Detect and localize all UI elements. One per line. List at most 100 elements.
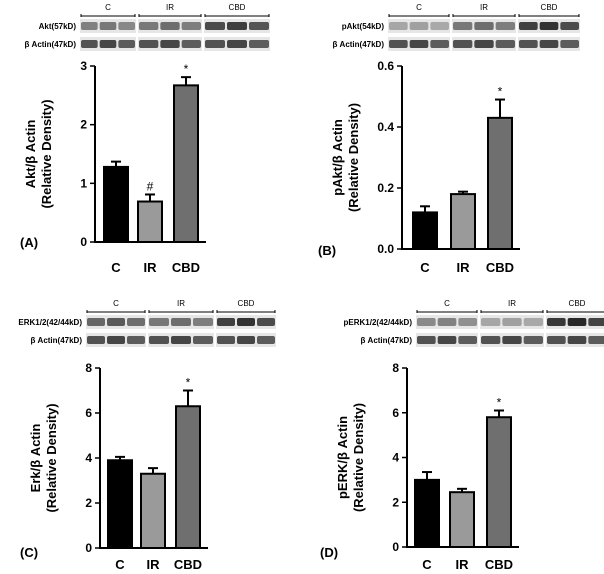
blot-band xyxy=(588,336,604,344)
blot-band xyxy=(417,336,436,344)
bar xyxy=(107,459,133,549)
bar xyxy=(140,472,166,549)
blot-band xyxy=(458,318,477,326)
chart-panel: C IR CBD ERK1/2(42/44kD) β Actin(47kD) 0 2 4 6 8 E… xyxy=(18,299,276,572)
x-tick-label: IR xyxy=(457,260,471,275)
x-tick-label: CBD xyxy=(172,260,200,275)
blot-band xyxy=(217,318,235,326)
blot-image: C IR CBD Akt(57kD) β Actin(47kD) xyxy=(24,3,270,51)
panel-label: (C) xyxy=(20,545,38,560)
blot-group-label: IR xyxy=(508,299,516,308)
blot-band xyxy=(519,40,538,48)
blot-band xyxy=(217,336,235,344)
blot-band xyxy=(171,336,191,344)
bar xyxy=(450,193,476,251)
blot-band xyxy=(193,318,213,326)
blot-group-label: IR xyxy=(166,3,174,12)
blot-band xyxy=(519,22,538,30)
y-axis-label-secondary: (Relative Density) xyxy=(39,99,54,208)
y-tick-label: 2 xyxy=(392,495,399,509)
blot-row-label: β Actin(47kD) xyxy=(30,336,82,345)
blot-band xyxy=(249,40,269,48)
blot-band xyxy=(118,22,135,30)
y-tick-label: 0.2 xyxy=(377,181,394,195)
y-tick-label: 0 xyxy=(85,541,92,555)
blot-row-label: Akt(57kD) xyxy=(39,22,77,31)
blot-band xyxy=(181,40,201,48)
significance-marker: * xyxy=(184,62,189,76)
blot-image: C IR CBD ERK1/2(42/44kD) β Actin(47kD) xyxy=(18,299,276,347)
blot-band xyxy=(430,40,449,48)
y-tick-label: 4 xyxy=(392,451,399,465)
bar xyxy=(103,165,129,243)
blot-band xyxy=(437,318,457,326)
blot-band xyxy=(547,318,566,326)
y-axis-label-secondary: (Relative Density) xyxy=(44,403,59,512)
blot-band xyxy=(227,40,247,48)
blot-band xyxy=(139,22,159,30)
blot-band xyxy=(474,22,494,30)
blot-group-label: IR xyxy=(177,299,185,308)
y-axis-label: pERK/β Actin xyxy=(335,416,350,499)
y-tick-label: 4 xyxy=(85,451,92,465)
blot-band xyxy=(205,22,225,30)
blot-band xyxy=(127,318,145,326)
x-tick-label: IR xyxy=(144,260,158,275)
blot-band xyxy=(458,336,477,344)
blot-band xyxy=(107,336,125,344)
x-tick-label: CBD xyxy=(485,557,513,572)
blot-band xyxy=(523,318,543,326)
blot-band xyxy=(81,40,98,48)
blot-group-label: C xyxy=(105,3,111,12)
blot-band xyxy=(502,318,522,326)
chart-panel: C IR CBD pAkt(54kD) β Actin(47kD) 0.0 0.2 0.4 0.… xyxy=(318,3,580,275)
y-tick-label: 2 xyxy=(85,496,92,510)
x-tick-label: IR xyxy=(456,557,470,572)
blot-band xyxy=(107,318,125,326)
blot-band xyxy=(502,336,522,344)
blot-band xyxy=(149,336,169,344)
blot-group-label: CBD xyxy=(541,3,558,12)
blot-band xyxy=(560,22,579,30)
bar xyxy=(414,478,440,548)
y-tick-label: 8 xyxy=(85,361,92,375)
panel-label: (D) xyxy=(320,545,338,560)
blot-band xyxy=(87,318,105,326)
blot-image: C IR CBD pERK1/2(42/44kD) β Actin(47kD) xyxy=(344,299,604,347)
blot-band xyxy=(257,318,275,326)
y-axis-label-secondary: (Relative Density) xyxy=(351,403,366,512)
blot-band xyxy=(181,22,201,30)
blot-band xyxy=(588,318,604,326)
blot-lane-background xyxy=(388,19,450,33)
chart-panel: C IR CBD pERK1/2(42/44kD) β Actin(47kD) 0 2 4 6 8… xyxy=(320,299,604,572)
y-tick-label: 6 xyxy=(392,406,399,420)
blot-row-label: pERK1/2(42/44kD) xyxy=(344,318,413,327)
blot-band xyxy=(205,40,225,48)
blot-band xyxy=(160,22,180,30)
blot-band xyxy=(547,336,566,344)
blot-band xyxy=(560,40,579,48)
y-tick-label: 0 xyxy=(80,235,87,249)
blot-group-label: IR xyxy=(480,3,488,12)
chart-panel: C IR CBD Akt(57kD) β Actin(47kD) 0 1 2 3 Akt/β Ac… xyxy=(20,3,270,275)
blot-band xyxy=(539,22,559,30)
blot-band xyxy=(99,22,117,30)
significance-marker: * xyxy=(497,396,502,410)
blot-band xyxy=(389,40,408,48)
blot-band xyxy=(409,22,429,30)
blot-band xyxy=(523,336,543,344)
blot-group-label: C xyxy=(113,299,119,308)
x-tick-label: C xyxy=(420,260,430,275)
blot-group-label: CBD xyxy=(238,299,255,308)
y-axis-label: Akt/β Actin xyxy=(23,120,38,189)
blot-band xyxy=(81,22,98,30)
blot-group-label: CBD xyxy=(569,299,586,308)
y-tick-label: 0 xyxy=(392,540,399,554)
blot-band xyxy=(237,336,255,344)
significance-marker: * xyxy=(498,85,503,99)
blot-band xyxy=(417,318,436,326)
blot-band xyxy=(437,336,457,344)
blot-group-label: CBD xyxy=(229,3,246,12)
blot-band xyxy=(99,40,117,48)
x-tick-label: C xyxy=(422,557,432,572)
